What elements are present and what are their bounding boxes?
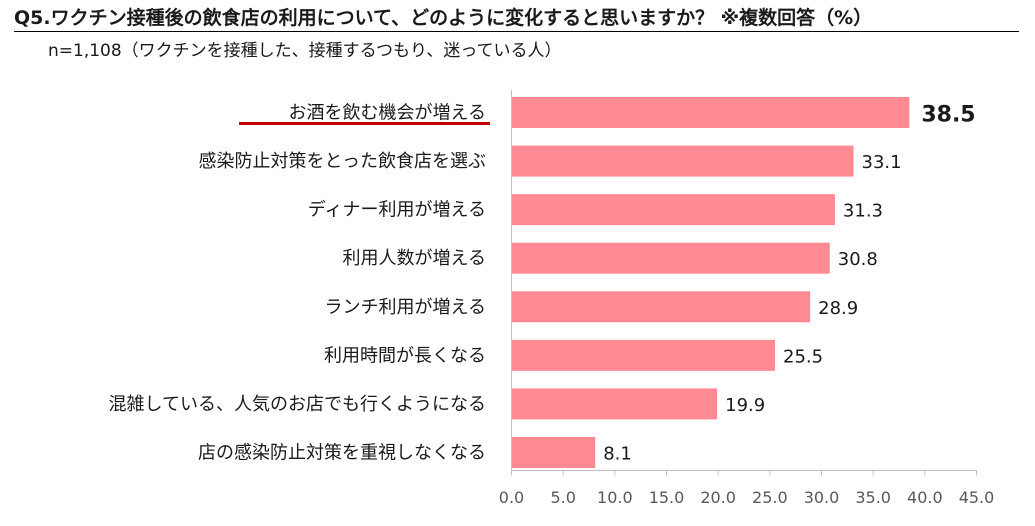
x-tick-label: 40.0 [907, 488, 943, 507]
x-tick-label: 25.0 [752, 488, 788, 507]
category-label: 利用人数が増える [343, 248, 486, 269]
x-tick-label: 35.0 [855, 488, 891, 507]
bar [511, 436, 596, 468]
bar [511, 97, 910, 128]
bar [511, 388, 718, 420]
x-axis: 0.0 5.0 10.0 15.0 20.0 25.0 30.0 35.0 40.0 45.0 [499, 90, 995, 507]
category-label: ディナー利用が増える [308, 200, 486, 221]
bar [511, 145, 854, 177]
value-labels: 38.5 33.1 31.3 30.8 28.9 25.5 19.9 8.1 [603, 103, 975, 465]
bar [511, 194, 835, 226]
chart-subtitle: n=1,108（ワクチンを接種した、接種するつもり、迷っている人） [48, 41, 562, 61]
x-tick-label: 0.0 [499, 488, 524, 507]
data-label: 38.5 [921, 103, 975, 128]
bar [511, 339, 775, 371]
data-label: 25.5 [783, 346, 823, 367]
bar [511, 291, 811, 323]
category-label: 混雑している、人気のお店でも行くようになる [109, 394, 486, 415]
x-tick-label: 10.0 [597, 488, 633, 507]
category-label: 店の感染防止対策を重視しなくなる [198, 442, 486, 463]
x-tick-label: 30.0 [804, 488, 840, 507]
x-tick-label: 20.0 [700, 488, 736, 507]
data-label: 28.9 [818, 298, 858, 319]
data-label: 8.1 [603, 443, 632, 464]
bars-layer [511, 97, 910, 468]
category-label: ランチ利用が増える [325, 297, 486, 318]
data-label: 30.8 [838, 249, 878, 270]
category-labels: お酒を飲む機会が増える感染防止対策をとった飲食店を選ぶディナー利用が増える利用人… [109, 103, 490, 463]
data-label: 31.3 [843, 201, 883, 222]
category-label: 利用時間が長くなる [324, 345, 486, 366]
x-tick-label: 5.0 [550, 488, 575, 507]
category-label: お酒を飲む機会が増える [289, 103, 486, 124]
x-tick-label: 45.0 [959, 488, 995, 507]
category-label: 感染防止対策をとった飲食店を選ぶ [199, 151, 486, 172]
bar [511, 242, 830, 274]
data-label: 19.9 [725, 395, 765, 416]
x-tick-label: 15.0 [649, 488, 685, 507]
chart-title: Q5.ワクチン接種後の飲食店の利用について、どのように変化すると思いますか？ ※… [14, 6, 1019, 32]
data-label: 33.1 [862, 152, 902, 173]
